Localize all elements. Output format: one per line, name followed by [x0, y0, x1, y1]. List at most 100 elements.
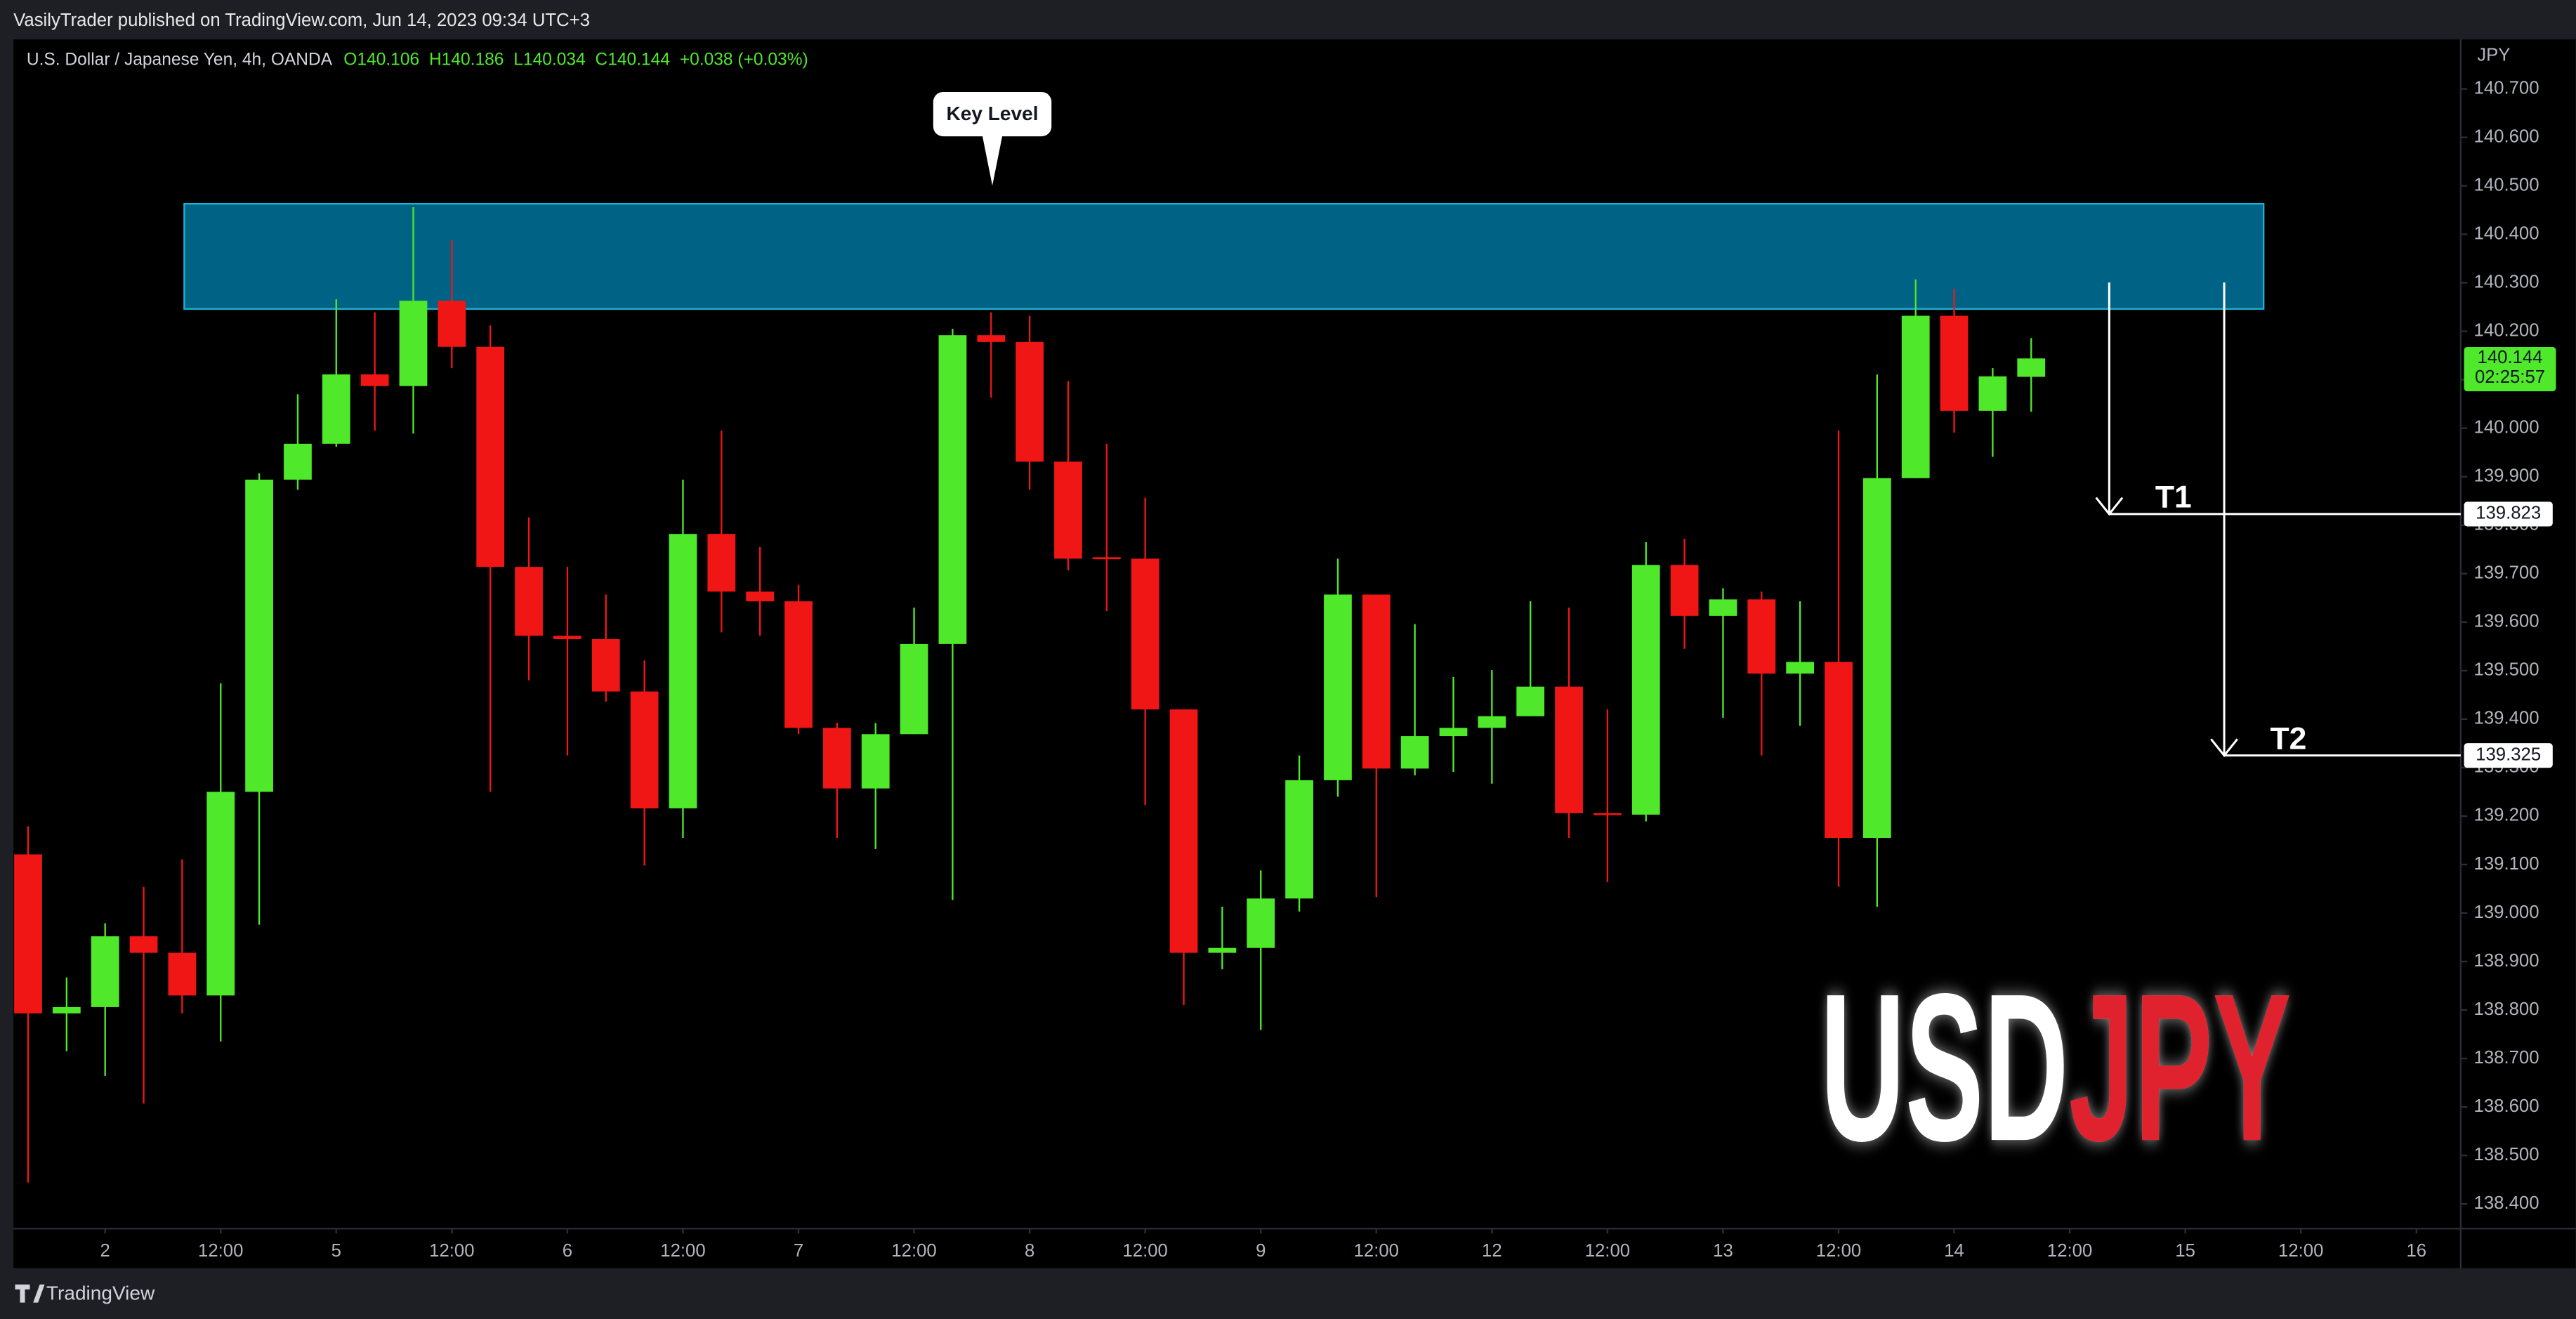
candle-body — [1362, 594, 1391, 769]
candle-body — [591, 638, 620, 692]
x-tick-label: 2 — [100, 1241, 110, 1261]
y-tick-label: 140.500 — [2474, 175, 2539, 195]
x-tick-label: 12:00 — [891, 1241, 936, 1261]
y-tick-label: 138.800 — [2474, 999, 2539, 1019]
y-tick-label: 139.900 — [2474, 466, 2539, 486]
candle-body — [1825, 662, 1853, 839]
y-tick-label: 139.500 — [2474, 660, 2539, 680]
last-price-label: 140.144 — [2478, 348, 2543, 367]
x-tick-label: 12:00 — [1354, 1241, 1399, 1261]
x-tick-label: 8 — [1025, 1241, 1034, 1261]
candle-body — [1901, 315, 1930, 478]
candle-body — [399, 301, 428, 386]
x-tick-label: 12:00 — [1816, 1241, 1861, 1261]
candle-body — [2017, 358, 2046, 377]
x-tick-label: 15 — [2175, 1241, 2195, 1261]
y-tick-label: 139.400 — [2474, 709, 2539, 728]
candle-body — [206, 792, 235, 996]
candle-body — [245, 479, 273, 792]
y-tick-label: 138.900 — [2474, 951, 2539, 971]
candle-body — [1978, 376, 2007, 411]
x-tick-label: 16 — [2406, 1241, 2426, 1261]
y-tick-label: 138.500 — [2474, 1145, 2539, 1164]
x-tick-label: 12:00 — [1585, 1241, 1630, 1261]
candle-body — [14, 854, 42, 1013]
watermark-part: USD — [1820, 950, 2069, 1185]
y-tick-label: 140.700 — [2474, 78, 2539, 98]
key-level-callout — [933, 91, 1052, 186]
candle-body — [168, 952, 197, 996]
candle-body — [322, 374, 350, 444]
y-tick-label: 139.200 — [2474, 806, 2539, 825]
candle-body — [438, 301, 466, 347]
legend-line: U.S. Dollar / Japanese Yen, 4h, OANDA O1… — [27, 51, 808, 70]
countdown-label: 02:25:57 — [2475, 367, 2545, 387]
candle-body — [476, 346, 505, 567]
candle-body — [1054, 461, 1082, 559]
y-tick-label: 139.700 — [2474, 563, 2539, 583]
logo-icon — [15, 1284, 45, 1303]
footer-logo: TradingView — [15, 1282, 155, 1304]
x-tick-label: 7 — [794, 1241, 803, 1261]
key-level-zone — [183, 202, 2265, 310]
y-tick-label: 138.600 — [2474, 1096, 2539, 1116]
last-price-tag — [2464, 346, 2556, 392]
key-level-label: Key Level — [947, 103, 1039, 124]
target-label: T1 — [2155, 480, 2192, 515]
candle-body — [861, 734, 890, 789]
target-price-tag — [2464, 501, 2553, 527]
candle-body — [1478, 716, 1506, 728]
candle-body — [1324, 594, 1352, 780]
y-tick-label: 138.700 — [2474, 1048, 2539, 1068]
candle-body — [91, 936, 119, 1007]
candle-body — [1208, 947, 1237, 953]
candle-body — [1092, 557, 1121, 560]
target-price-label: 139.823 — [2476, 504, 2541, 523]
candle-body — [1439, 728, 1468, 737]
candle-body — [360, 374, 389, 386]
candle-body — [1247, 898, 1275, 948]
ohlc-close: C140.144 — [596, 51, 670, 70]
y-tick-label: 140.000 — [2474, 418, 2539, 438]
candle-body — [977, 335, 1006, 342]
y-tick-label: 139.600 — [2474, 612, 2539, 631]
candle-body — [553, 636, 581, 639]
x-tick-label: 9 — [1256, 1241, 1266, 1261]
candle-body — [1631, 565, 1660, 815]
candle-body — [1786, 662, 1815, 674]
footer-brand: TradingView — [46, 1282, 155, 1304]
candle-body — [1016, 341, 1044, 462]
x-tick-label: 12:00 — [2047, 1241, 2092, 1261]
candle-body — [1555, 686, 1583, 813]
symbol-title: U.S. Dollar / Japanese Yen, 4h, OANDA — [27, 51, 333, 70]
x-tick-label: 12:00 — [660, 1241, 705, 1261]
x-tick-label: 6 — [563, 1241, 572, 1261]
candle-body — [515, 567, 543, 636]
axis-currency: JPY — [2477, 45, 2510, 65]
plot: 140.700 140.600 140.500 140.400 140.300 140.2… — [14, 78, 2556, 1261]
watermark: USDJPY — [1820, 950, 2292, 1185]
x-tick-label: 12:00 — [1122, 1241, 1167, 1261]
candle-body — [129, 936, 158, 953]
candle-body — [1516, 686, 1545, 716]
x-tick-label: 14 — [1944, 1241, 1964, 1261]
x-tick-label: 12:00 — [2278, 1241, 2323, 1261]
candle-body — [1747, 599, 1776, 674]
candle-body — [1862, 478, 1891, 839]
target-price-tag — [2464, 743, 2553, 768]
y-tick-label: 140.400 — [2474, 223, 2539, 243]
candle-body — [669, 534, 697, 808]
candle-body — [1285, 780, 1313, 899]
candle-body — [52, 1006, 81, 1013]
ohlc-open: O140.106 — [343, 51, 419, 70]
x-tick-label: 12 — [1482, 1241, 1502, 1261]
candle-body — [1400, 736, 1429, 769]
candle-body — [822, 728, 851, 789]
candle-body — [1593, 813, 1622, 815]
candle-body — [630, 691, 659, 808]
y-tick-label: 139.000 — [2474, 903, 2539, 922]
x-tick-label: 12:00 — [198, 1241, 243, 1261]
target-price-label: 139.325 — [2476, 744, 2541, 764]
x-tick-label: 5 — [331, 1241, 341, 1261]
